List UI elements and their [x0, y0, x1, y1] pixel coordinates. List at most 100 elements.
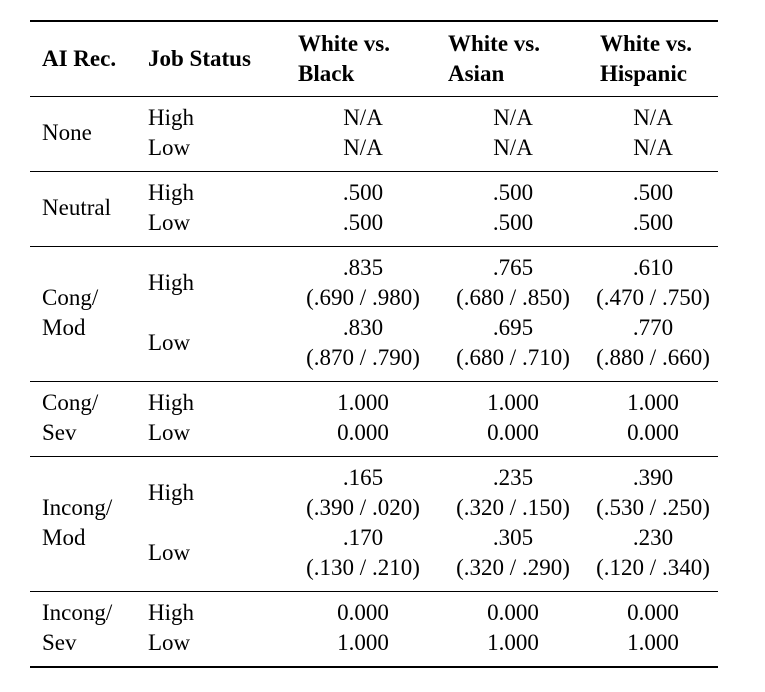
header-col1-line1: White vs.	[298, 31, 390, 56]
value-range: (.320 / .150)	[456, 495, 570, 520]
bottom-rule	[30, 666, 718, 668]
value-main: 0.000	[627, 420, 679, 445]
ai-rec-line2: Mod	[42, 315, 86, 340]
value-main: .165	[342, 465, 384, 490]
job-status-low: Low	[148, 540, 191, 565]
value-cell-high: N/A	[588, 103, 718, 133]
value-main: .610	[632, 255, 674, 280]
value-main: N/A	[493, 135, 533, 160]
section-rule	[30, 381, 718, 382]
value-column: 1.000 0.000	[588, 388, 718, 448]
value-cell-high: .610 (.470 / .750)	[588, 253, 718, 313]
ai-rec-label: Cong/Mod	[42, 283, 98, 343]
value-cell-low: .695 (.680 / .710)	[438, 313, 588, 373]
ai-rec-line1: Incong/	[42, 600, 113, 625]
header-white-vs-black: White vs. Black	[288, 29, 438, 89]
value-cell-low: N/A	[588, 133, 718, 163]
value-column: .165 (.390 / .020) .170 (.130 / .210)	[288, 463, 438, 583]
value-cell-low: 0.000	[438, 418, 588, 448]
value-main: 1.000	[487, 390, 539, 415]
value-main: N/A	[633, 135, 673, 160]
value-cell-high: .500	[288, 178, 438, 208]
value-cell-high: .500	[438, 178, 588, 208]
job-status-cell: High Low	[142, 388, 288, 448]
value-main: N/A	[343, 105, 383, 130]
value-column: N/A N/A	[438, 103, 588, 163]
job-status-high: High	[148, 390, 194, 415]
header-col2-line1: White vs.	[448, 31, 540, 56]
job-status-low: Low	[148, 135, 191, 160]
value-cell-low: .770 (.880 / .660)	[588, 313, 718, 373]
value-main: .765	[492, 255, 534, 280]
value-column: .500 .500	[288, 178, 438, 238]
header-white-vs-asian: White vs. Asian	[438, 29, 588, 89]
ai-rec-line1: Neutral	[42, 195, 111, 220]
value-column: .610 (.470 / .750) .770 (.880 / .660)	[588, 253, 718, 373]
value-range: (.690 / .980)	[306, 285, 420, 310]
ai-rec-label: Cong/Sev	[42, 388, 98, 448]
value-main: 1.000	[337, 630, 389, 655]
section-rule	[30, 456, 718, 457]
value-main: 1.000	[487, 630, 539, 655]
value-cell-high: 0.000	[588, 598, 718, 628]
value-column: N/A N/A	[588, 103, 718, 163]
value-main: 0.000	[337, 420, 389, 445]
value-main: .390	[632, 465, 674, 490]
job-status-high: High	[148, 270, 194, 295]
value-cell-high: .165 (.390 / .020)	[288, 463, 438, 523]
value-cell-high: 0.000	[438, 598, 588, 628]
ai-rec-cell: Cong/Mod	[30, 253, 142, 373]
value-range: (.390 / .020)	[306, 495, 420, 520]
value-column: .235 (.320 / .150) .305 (.320 / .290)	[438, 463, 588, 583]
ai-rec-cell: Incong/Sev	[30, 598, 142, 658]
value-main: .170	[342, 525, 384, 550]
value-main: N/A	[633, 105, 673, 130]
value-main: .235	[492, 465, 534, 490]
value-column: .390 (.530 / .250) .230 (.120 / .340)	[588, 463, 718, 583]
value-cell-low: .500	[288, 208, 438, 238]
value-column: .500 .500	[588, 178, 718, 238]
results-table: AI Rec. Job Status White vs. Black White…	[30, 20, 718, 668]
value-cell-high: 1.000	[588, 388, 718, 418]
ai-rec-label: Incong/Sev	[42, 598, 112, 658]
value-main: .835	[342, 255, 384, 280]
table-section: Cong/Mod High Low .835 (.690 / .980) .830 (.87…	[30, 247, 718, 381]
value-main: .230	[632, 525, 674, 550]
value-column: 1.000 0.000	[438, 388, 588, 448]
value-cell-low: 0.000	[588, 418, 718, 448]
job-status-low: Low	[148, 330, 191, 355]
header-white-vs-hispanic: White vs. Hispanic	[588, 29, 718, 89]
value-range: (.870 / .790)	[306, 345, 420, 370]
ai-rec-label: Incong/Mod	[42, 493, 112, 553]
value-column: .765 (.680 / .850) .695 (.680 / .710)	[438, 253, 588, 373]
value-cell-low: N/A	[438, 133, 588, 163]
value-main: .500	[342, 210, 384, 235]
value-range: (.680 / .850)	[456, 285, 570, 310]
value-main: 1.000	[337, 390, 389, 415]
value-cell-low: .830 (.870 / .790)	[288, 313, 438, 373]
value-cell-low: .500	[438, 208, 588, 238]
table-section: Cong/Sev High Low 1.000 0.000 1.000 0.000 1.000…	[30, 382, 718, 456]
value-cell-low: .170 (.130 / .210)	[288, 523, 438, 583]
ai-rec-cell: Neutral	[30, 178, 142, 238]
ai-rec-line1: Incong/	[42, 495, 113, 520]
table-section: Neutral High Low .500 .500 .500 .500 .500 .500	[30, 172, 718, 246]
value-cell-high: 0.000	[288, 598, 438, 628]
value-main: 0.000	[337, 600, 389, 625]
job-status-low: Low	[148, 630, 191, 655]
job-status-cell: High Low	[142, 463, 288, 583]
value-cell-low: 1.000	[438, 628, 588, 658]
value-cell-low: .305 (.320 / .290)	[438, 523, 588, 583]
value-column: 0.000 1.000	[438, 598, 588, 658]
job-status-cell: High Low	[142, 598, 288, 658]
header-ai-rec: AI Rec.	[42, 46, 117, 71]
value-range: (.680 / .710)	[456, 345, 570, 370]
value-main: N/A	[343, 135, 383, 160]
value-range: (.130 / .210)	[306, 555, 420, 580]
header-col3-line2: Hispanic	[600, 61, 687, 86]
value-main: .830	[342, 315, 384, 340]
value-cell-low: 1.000	[288, 628, 438, 658]
job-status-low: Low	[148, 210, 191, 235]
value-column: 0.000 1.000	[588, 598, 718, 658]
value-cell-low: .230 (.120 / .340)	[588, 523, 718, 583]
